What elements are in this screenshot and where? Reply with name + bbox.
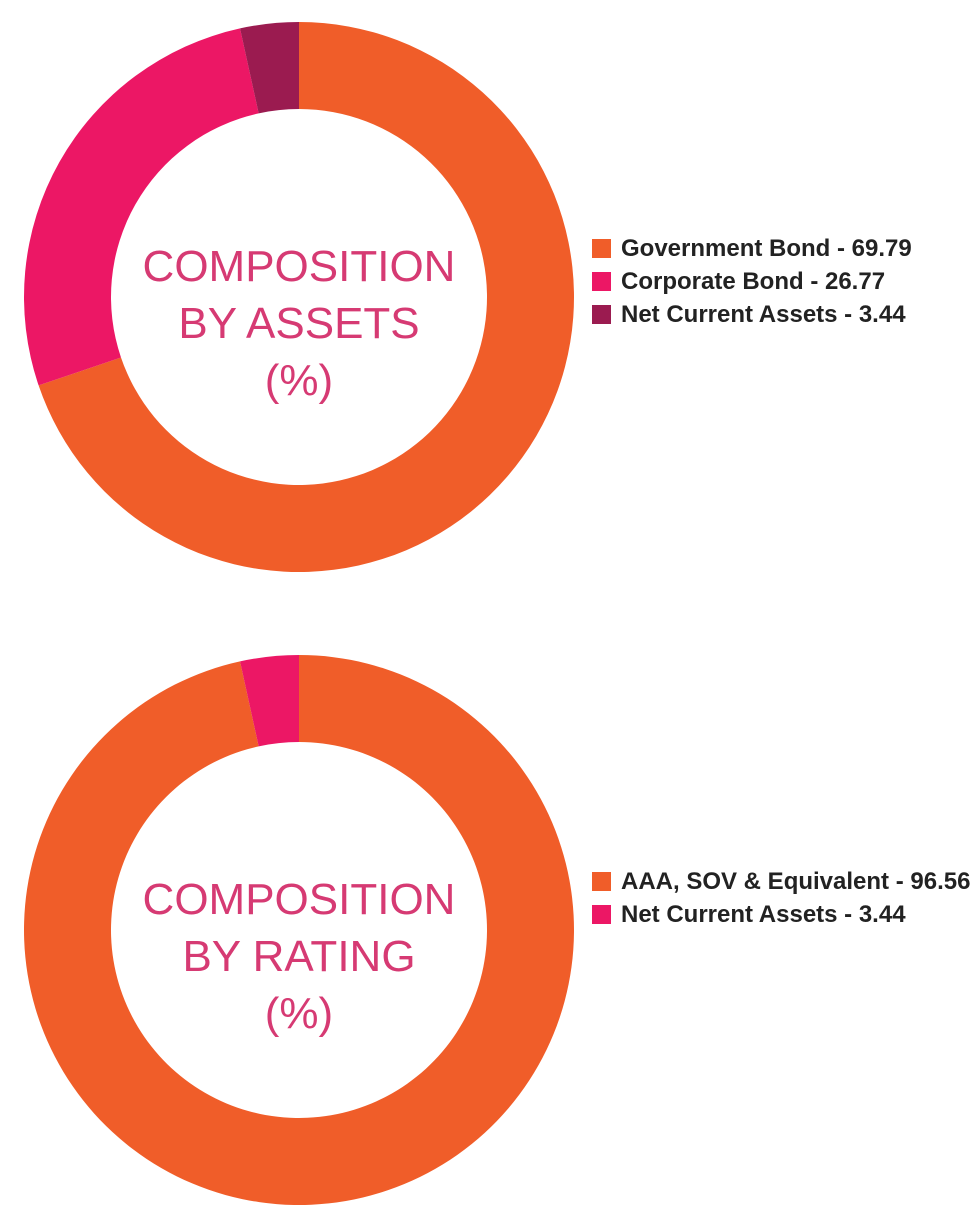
donut-chart-rating: COMPOSITION BY RATING (%): [24, 655, 575, 1205]
slice-government-bond: [38, 22, 575, 573]
slice-net-current-assets: [240, 22, 299, 114]
legend-assets: Government Bond - 69.79 Corporate Bond - …: [592, 232, 972, 331]
legend-label: Corporate Bond - 26.77: [621, 268, 886, 295]
chart-center-title-line: BY ASSETS: [178, 299, 419, 348]
legend-swatch: [592, 305, 611, 324]
legend-item: AAA, SOV & Equivalent - 96.56: [592, 865, 972, 898]
chart-center-title: COMPOSITION BY ASSETS (%): [143, 242, 456, 405]
legend-swatch: [592, 239, 611, 258]
composition-by-rating-chart: COMPOSITION BY RATING (%) AAA, SOV & Equiv…: [0, 636, 977, 1227]
legend-item: Net Current Assets - 3.44: [592, 298, 972, 331]
legend-label: Government Bond - 69.79: [621, 235, 912, 262]
chart-center-title-line: (%): [265, 356, 333, 405]
chart-center-title-line: COMPOSITION: [143, 242, 456, 291]
chart-center-title-line: BY RATING: [182, 932, 415, 981]
legend-item: Corporate Bond - 26.77: [592, 265, 972, 298]
chart-center-title-line: COMPOSITION: [143, 875, 456, 924]
legend-rating: AAA, SOV & Equivalent - 96.56 Net Current…: [592, 865, 972, 931]
composition-by-assets-chart: COMPOSITION BY ASSETS (%) Government Bond …: [0, 0, 977, 600]
legend-swatch: [592, 905, 611, 924]
chart-center-title-line: (%): [265, 989, 333, 1038]
slice-aaa-sov-equivalent: [24, 655, 575, 1205]
slice-net-current-assets: [240, 655, 299, 747]
legend-label: Net Current Assets - 3.44: [621, 901, 906, 928]
slice-corporate-bond: [23, 28, 259, 386]
legend-label: AAA, SOV & Equivalent - 96.56: [621, 868, 971, 895]
legend-swatch: [592, 272, 611, 291]
legend-label: Net Current Assets - 3.44: [621, 301, 906, 328]
donut-chart-assets: COMPOSITION BY ASSETS (%): [23, 22, 575, 573]
chart-center-title: COMPOSITION BY RATING (%): [143, 875, 456, 1038]
legend-item: Government Bond - 69.79: [592, 232, 972, 265]
legend-item: Net Current Assets - 3.44: [592, 898, 972, 931]
legend-swatch: [592, 872, 611, 891]
